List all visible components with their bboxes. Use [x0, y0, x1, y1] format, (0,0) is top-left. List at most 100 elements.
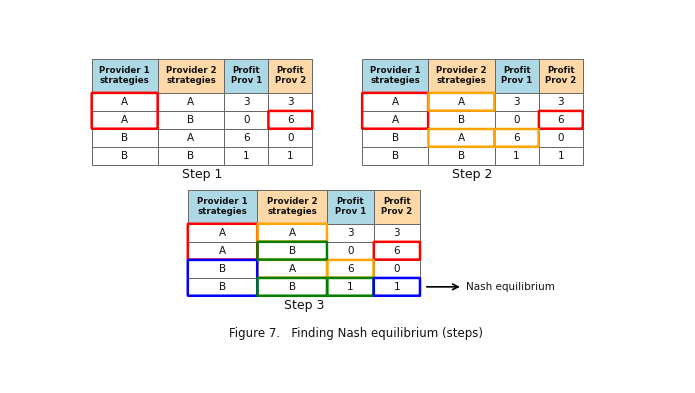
FancyBboxPatch shape [362, 147, 428, 165]
FancyBboxPatch shape [268, 111, 312, 129]
Text: Profit
Prov 2: Profit Prov 2 [545, 66, 576, 85]
FancyBboxPatch shape [158, 93, 224, 111]
Text: A: A [391, 115, 399, 125]
FancyBboxPatch shape [539, 93, 583, 111]
Text: B: B [121, 133, 128, 143]
Text: 0: 0 [243, 115, 250, 125]
FancyBboxPatch shape [268, 93, 312, 111]
FancyBboxPatch shape [495, 111, 539, 129]
Text: B: B [288, 246, 296, 256]
FancyBboxPatch shape [362, 93, 428, 111]
FancyBboxPatch shape [495, 147, 539, 165]
FancyBboxPatch shape [327, 242, 374, 260]
FancyBboxPatch shape [268, 129, 312, 147]
FancyBboxPatch shape [374, 242, 420, 260]
Text: A: A [188, 97, 195, 107]
Text: B: B [288, 282, 296, 292]
FancyBboxPatch shape [268, 147, 312, 165]
FancyBboxPatch shape [92, 59, 158, 93]
FancyBboxPatch shape [495, 59, 539, 93]
FancyBboxPatch shape [374, 260, 420, 278]
Text: 0: 0 [514, 115, 520, 125]
Text: Provider 2
strategies: Provider 2 strategies [267, 197, 318, 216]
FancyBboxPatch shape [158, 111, 224, 129]
FancyBboxPatch shape [92, 129, 158, 147]
Text: 1: 1 [347, 282, 354, 292]
FancyBboxPatch shape [224, 111, 268, 129]
FancyBboxPatch shape [327, 189, 374, 224]
FancyBboxPatch shape [224, 93, 268, 111]
Text: Step 1: Step 1 [182, 168, 222, 181]
FancyBboxPatch shape [428, 147, 495, 165]
Text: Profit
Prov 2: Profit Prov 2 [275, 66, 306, 85]
FancyBboxPatch shape [428, 111, 495, 129]
FancyBboxPatch shape [495, 129, 539, 147]
Text: 6: 6 [347, 264, 354, 274]
Text: A: A [219, 246, 226, 256]
FancyBboxPatch shape [539, 129, 583, 147]
Text: A: A [219, 228, 226, 238]
FancyBboxPatch shape [362, 59, 428, 93]
Text: Profit
Prov 1: Profit Prov 1 [501, 66, 532, 85]
Text: A: A [458, 97, 465, 107]
Text: 1: 1 [557, 151, 564, 161]
Text: B: B [121, 151, 128, 161]
Text: Figure 7.   Finding Nash equilibrium (steps): Figure 7. Finding Nash equilibrium (step… [229, 327, 483, 340]
Text: 3: 3 [347, 228, 354, 238]
Text: 1: 1 [287, 151, 293, 161]
FancyBboxPatch shape [158, 129, 224, 147]
Text: 0: 0 [557, 133, 564, 143]
FancyBboxPatch shape [327, 278, 374, 296]
FancyBboxPatch shape [257, 242, 327, 260]
FancyBboxPatch shape [428, 93, 495, 111]
Text: Provider 1
strategies: Provider 1 strategies [197, 197, 248, 216]
FancyBboxPatch shape [327, 224, 374, 242]
Text: Profit
Prov 2: Profit Prov 2 [382, 197, 413, 216]
Text: 6: 6 [287, 115, 293, 125]
FancyBboxPatch shape [92, 147, 158, 165]
FancyBboxPatch shape [257, 189, 327, 224]
Text: 3: 3 [243, 97, 250, 107]
FancyBboxPatch shape [257, 260, 327, 278]
FancyBboxPatch shape [188, 224, 257, 242]
Text: 6: 6 [243, 133, 250, 143]
Text: 1: 1 [393, 282, 400, 292]
Text: 3: 3 [393, 228, 400, 238]
FancyBboxPatch shape [428, 129, 495, 147]
Text: B: B [219, 282, 226, 292]
FancyBboxPatch shape [327, 260, 374, 278]
Text: Provider 1
strategies: Provider 1 strategies [99, 66, 150, 85]
FancyBboxPatch shape [374, 278, 420, 296]
FancyBboxPatch shape [428, 59, 495, 93]
Text: B: B [458, 151, 465, 161]
FancyBboxPatch shape [362, 111, 428, 129]
Text: B: B [391, 151, 399, 161]
FancyBboxPatch shape [539, 59, 583, 93]
Text: 0: 0 [393, 264, 400, 274]
Text: 3: 3 [287, 97, 293, 107]
Text: 1: 1 [243, 151, 250, 161]
Text: B: B [458, 115, 465, 125]
FancyBboxPatch shape [188, 189, 257, 224]
Text: 3: 3 [514, 97, 520, 107]
Text: B: B [391, 133, 399, 143]
FancyBboxPatch shape [188, 278, 257, 296]
Text: 1: 1 [514, 151, 520, 161]
Text: Provider 2
strategies: Provider 2 strategies [165, 66, 216, 85]
Text: B: B [219, 264, 226, 274]
Text: 3: 3 [557, 97, 564, 107]
FancyBboxPatch shape [188, 260, 257, 278]
FancyBboxPatch shape [257, 278, 327, 296]
Text: 6: 6 [514, 133, 520, 143]
FancyBboxPatch shape [158, 147, 224, 165]
Text: 6: 6 [557, 115, 564, 125]
FancyBboxPatch shape [362, 129, 428, 147]
Text: A: A [288, 228, 296, 238]
Text: A: A [288, 264, 296, 274]
Text: A: A [121, 97, 128, 107]
FancyBboxPatch shape [268, 59, 312, 93]
Text: Step 3: Step 3 [284, 299, 324, 312]
FancyBboxPatch shape [224, 147, 268, 165]
FancyBboxPatch shape [224, 129, 268, 147]
Text: A: A [458, 133, 465, 143]
